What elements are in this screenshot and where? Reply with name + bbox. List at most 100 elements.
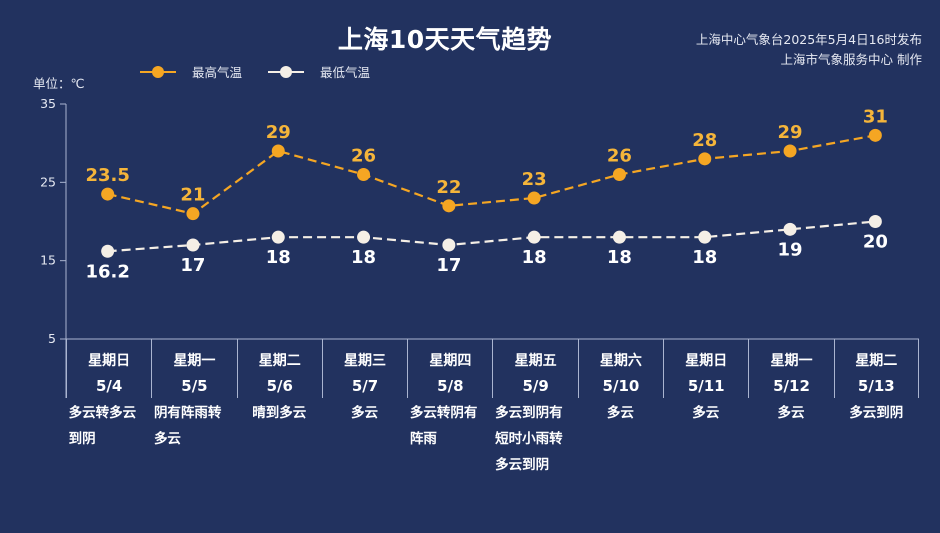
low-temp-label: 16.2 — [85, 261, 129, 282]
weather-desc-cell: 多云到阴 — [834, 398, 919, 426]
source-producer: 上海市气象服务中心 制作 — [780, 52, 922, 67]
low-temp-label: 18 — [266, 247, 291, 268]
high-temp-point[interactable] — [527, 191, 541, 205]
chart-title: 上海10天天气趋势 — [337, 25, 553, 54]
high-temp-label: 29 — [778, 122, 803, 143]
high-temp-point[interactable] — [612, 168, 626, 181]
legend-low-label: 最低气温 — [320, 65, 371, 80]
weather-description: 多云转阴有阵雨 — [409, 405, 478, 447]
day-header: 星期六 5/10 — [577, 339, 663, 398]
low-temp-label: 20 — [863, 232, 888, 253]
unit-label: 单位：℃ — [33, 76, 85, 91]
legend-item-high[interactable]: 最高气温 — [140, 62, 242, 81]
chart-legend: 最高气温 最低气温 — [140, 62, 370, 81]
day-of-week: 星期六 — [599, 353, 642, 369]
day-header: 星期三 5/7 — [321, 339, 407, 398]
day-column: 星期三 5/7 多云 — [321, 339, 407, 478]
weather-description: 多云到阴 — [849, 405, 904, 421]
day-column: 星期一 5/5 阴有阵雨转多云 — [151, 339, 236, 478]
day-header: 星期一 5/5 — [151, 339, 236, 398]
weather-desc-cell: 多云到阴有短时小雨转多云到阴 — [492, 398, 577, 478]
low-temp-label: 18 — [692, 247, 717, 268]
weather-description: 多云 — [606, 405, 634, 421]
high-temp-point[interactable] — [186, 207, 200, 221]
high-temp-line — [107, 134, 876, 215]
high-temp-point[interactable] — [271, 144, 285, 158]
day-date: 5/5 — [181, 377, 208, 395]
day-column: 星期日 5/4 多云转多云到阴 — [66, 339, 151, 478]
weather-desc-cell: 多云转阴有阵雨 — [407, 398, 492, 452]
chart-series: 23.5 21 29 26 22 23 26 28 29 31 16.2 17 18 18 17 18 18 18… — [85, 106, 887, 282]
high-temp-point[interactable] — [698, 152, 712, 166]
high-temp-label: 26 — [351, 146, 376, 167]
weather-description: 多云 — [692, 405, 720, 421]
high-temp-label: 22 — [436, 177, 461, 198]
high-temp-label: 26 — [607, 146, 632, 167]
low-temp-label: 18 — [351, 247, 376, 268]
y-tick-label: 5 — [48, 331, 56, 346]
day-of-week: 星期四 — [429, 353, 472, 369]
high-temp-point[interactable] — [868, 128, 882, 142]
weather-description: 多云 — [351, 405, 379, 421]
high-temp-point[interactable] — [101, 187, 115, 201]
weather-desc-cell: 晴到多云 — [237, 398, 322, 426]
high-temp-point[interactable] — [783, 144, 797, 158]
low-temp-label: 17 — [436, 255, 461, 276]
low-temp-point[interactable] — [101, 244, 115, 258]
day-date: 5/9 — [522, 377, 549, 395]
day-header: 星期四 5/8 — [407, 339, 492, 398]
high-temp-point[interactable] — [442, 199, 456, 213]
low-temp-point[interactable] — [357, 230, 371, 244]
low-temp-label: 19 — [778, 239, 803, 260]
low-temp-point[interactable] — [612, 230, 626, 244]
day-date: 5/13 — [857, 377, 895, 395]
day-header: 星期五 5/9 — [492, 339, 577, 398]
weather-desc-cell: 多云 — [322, 398, 407, 426]
day-column: 星期日 5/11 多云 — [663, 339, 748, 478]
low-temp-point[interactable] — [783, 222, 797, 236]
weather-description: 多云到阴有短时小雨转多云到阴 — [495, 405, 563, 473]
y-tick-label: 25 — [40, 174, 56, 189]
low-temp-line — [107, 220, 876, 253]
day-column: 星期五 5/9 多云到阴有短时小雨转多云到阴 — [492, 339, 577, 478]
low-temp-point[interactable] — [442, 238, 456, 252]
weather-desc-cell: 多云 — [578, 398, 663, 426]
day-column: 星期二 5/13 多云到阴 — [833, 339, 919, 478]
day-date: 5/7 — [351, 377, 379, 395]
day-date: 5/10 — [602, 377, 640, 395]
high-temp-point[interactable] — [357, 168, 371, 181]
low-temp-label: 18 — [522, 247, 547, 268]
legend-low-swatch-icon — [268, 65, 305, 79]
low-temp-point[interactable] — [271, 230, 285, 244]
high-temp-label: 23.5 — [85, 165, 129, 186]
day-header: 星期日 5/4 — [66, 339, 151, 398]
source-publisher: 上海中心气象台2025年5月4日16时发布 — [695, 32, 922, 47]
day-of-week: 星期日 — [88, 353, 131, 369]
day-header: 星期二 5/6 — [236, 339, 322, 398]
day-column: 星期二 5/6 晴到多云 — [236, 339, 322, 478]
low-temp-label: 17 — [180, 255, 205, 276]
high-temp-label: 29 — [266, 122, 291, 143]
day-date: 5/8 — [437, 377, 464, 395]
day-date: 5/6 — [266, 377, 293, 395]
source-info: 上海中心气象台2025年5月4日16时发布 上海市气象服务中心 制作 — [696, 30, 922, 70]
low-temp-point[interactable] — [186, 238, 200, 252]
weather-desc-cell: 多云 — [663, 398, 748, 426]
low-temp-point[interactable] — [527, 230, 541, 244]
y-tick-label: 15 — [40, 253, 56, 268]
low-temp-label: 18 — [607, 247, 632, 268]
weather-description: 多云转多云到阴 — [68, 405, 137, 447]
low-temp-point[interactable] — [868, 215, 882, 228]
day-of-week: 星期五 — [514, 353, 557, 369]
legend-item-low[interactable]: 最低气温 — [268, 62, 370, 81]
high-temp-label: 28 — [692, 130, 717, 151]
day-date: 5/4 — [95, 377, 123, 395]
day-of-week: 星期一 — [173, 353, 216, 369]
low-temp-point[interactable] — [698, 230, 712, 244]
day-date: 5/12 — [773, 377, 810, 395]
day-header: 星期一 5/12 — [748, 339, 833, 398]
legend-high-swatch-icon — [140, 65, 176, 79]
day-of-week: 星期二 — [855, 353, 898, 369]
weather-desc-cell: 阴有阵雨转多云 — [151, 398, 236, 452]
